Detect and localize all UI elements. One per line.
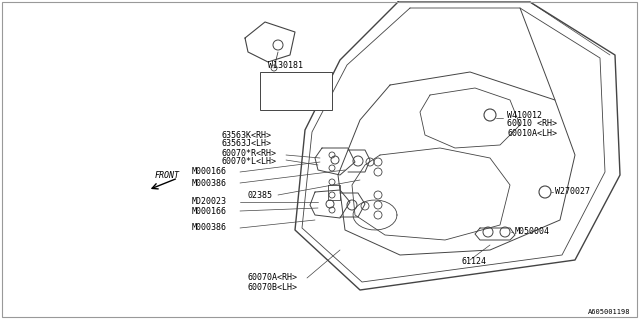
Text: 60010 <RH>: 60010 <RH> <box>507 119 557 129</box>
Text: A605001198: A605001198 <box>588 309 630 315</box>
Text: 63563K<RH>: 63563K<RH> <box>222 131 272 140</box>
Text: 60010A<LH>: 60010A<LH> <box>507 129 557 138</box>
Text: M000386: M000386 <box>192 223 227 233</box>
Bar <box>260 72 332 110</box>
Text: 60070*R<RH>: 60070*R<RH> <box>222 148 277 157</box>
Text: M050004: M050004 <box>515 228 550 236</box>
Text: 02385: 02385 <box>248 190 273 199</box>
Text: M000166: M000166 <box>192 206 227 215</box>
Text: 60070B<LH>: 60070B<LH> <box>248 283 298 292</box>
Text: 60070*L<LH>: 60070*L<LH> <box>222 157 277 166</box>
Text: FRONT: FRONT <box>155 172 180 180</box>
Text: W410012: W410012 <box>507 110 542 119</box>
Text: MD20023: MD20023 <box>192 197 227 206</box>
Text: M000166: M000166 <box>192 167 227 177</box>
Text: M000386: M000386 <box>192 179 227 188</box>
Text: 91084U: 91084U <box>281 82 311 91</box>
Text: 61124: 61124 <box>462 258 487 267</box>
Text: 63563J<LH>: 63563J<LH> <box>222 140 272 148</box>
Text: W270027: W270027 <box>555 188 590 196</box>
Text: 60070A<RH>: 60070A<RH> <box>248 274 298 283</box>
Text: W130181: W130181 <box>268 61 303 70</box>
